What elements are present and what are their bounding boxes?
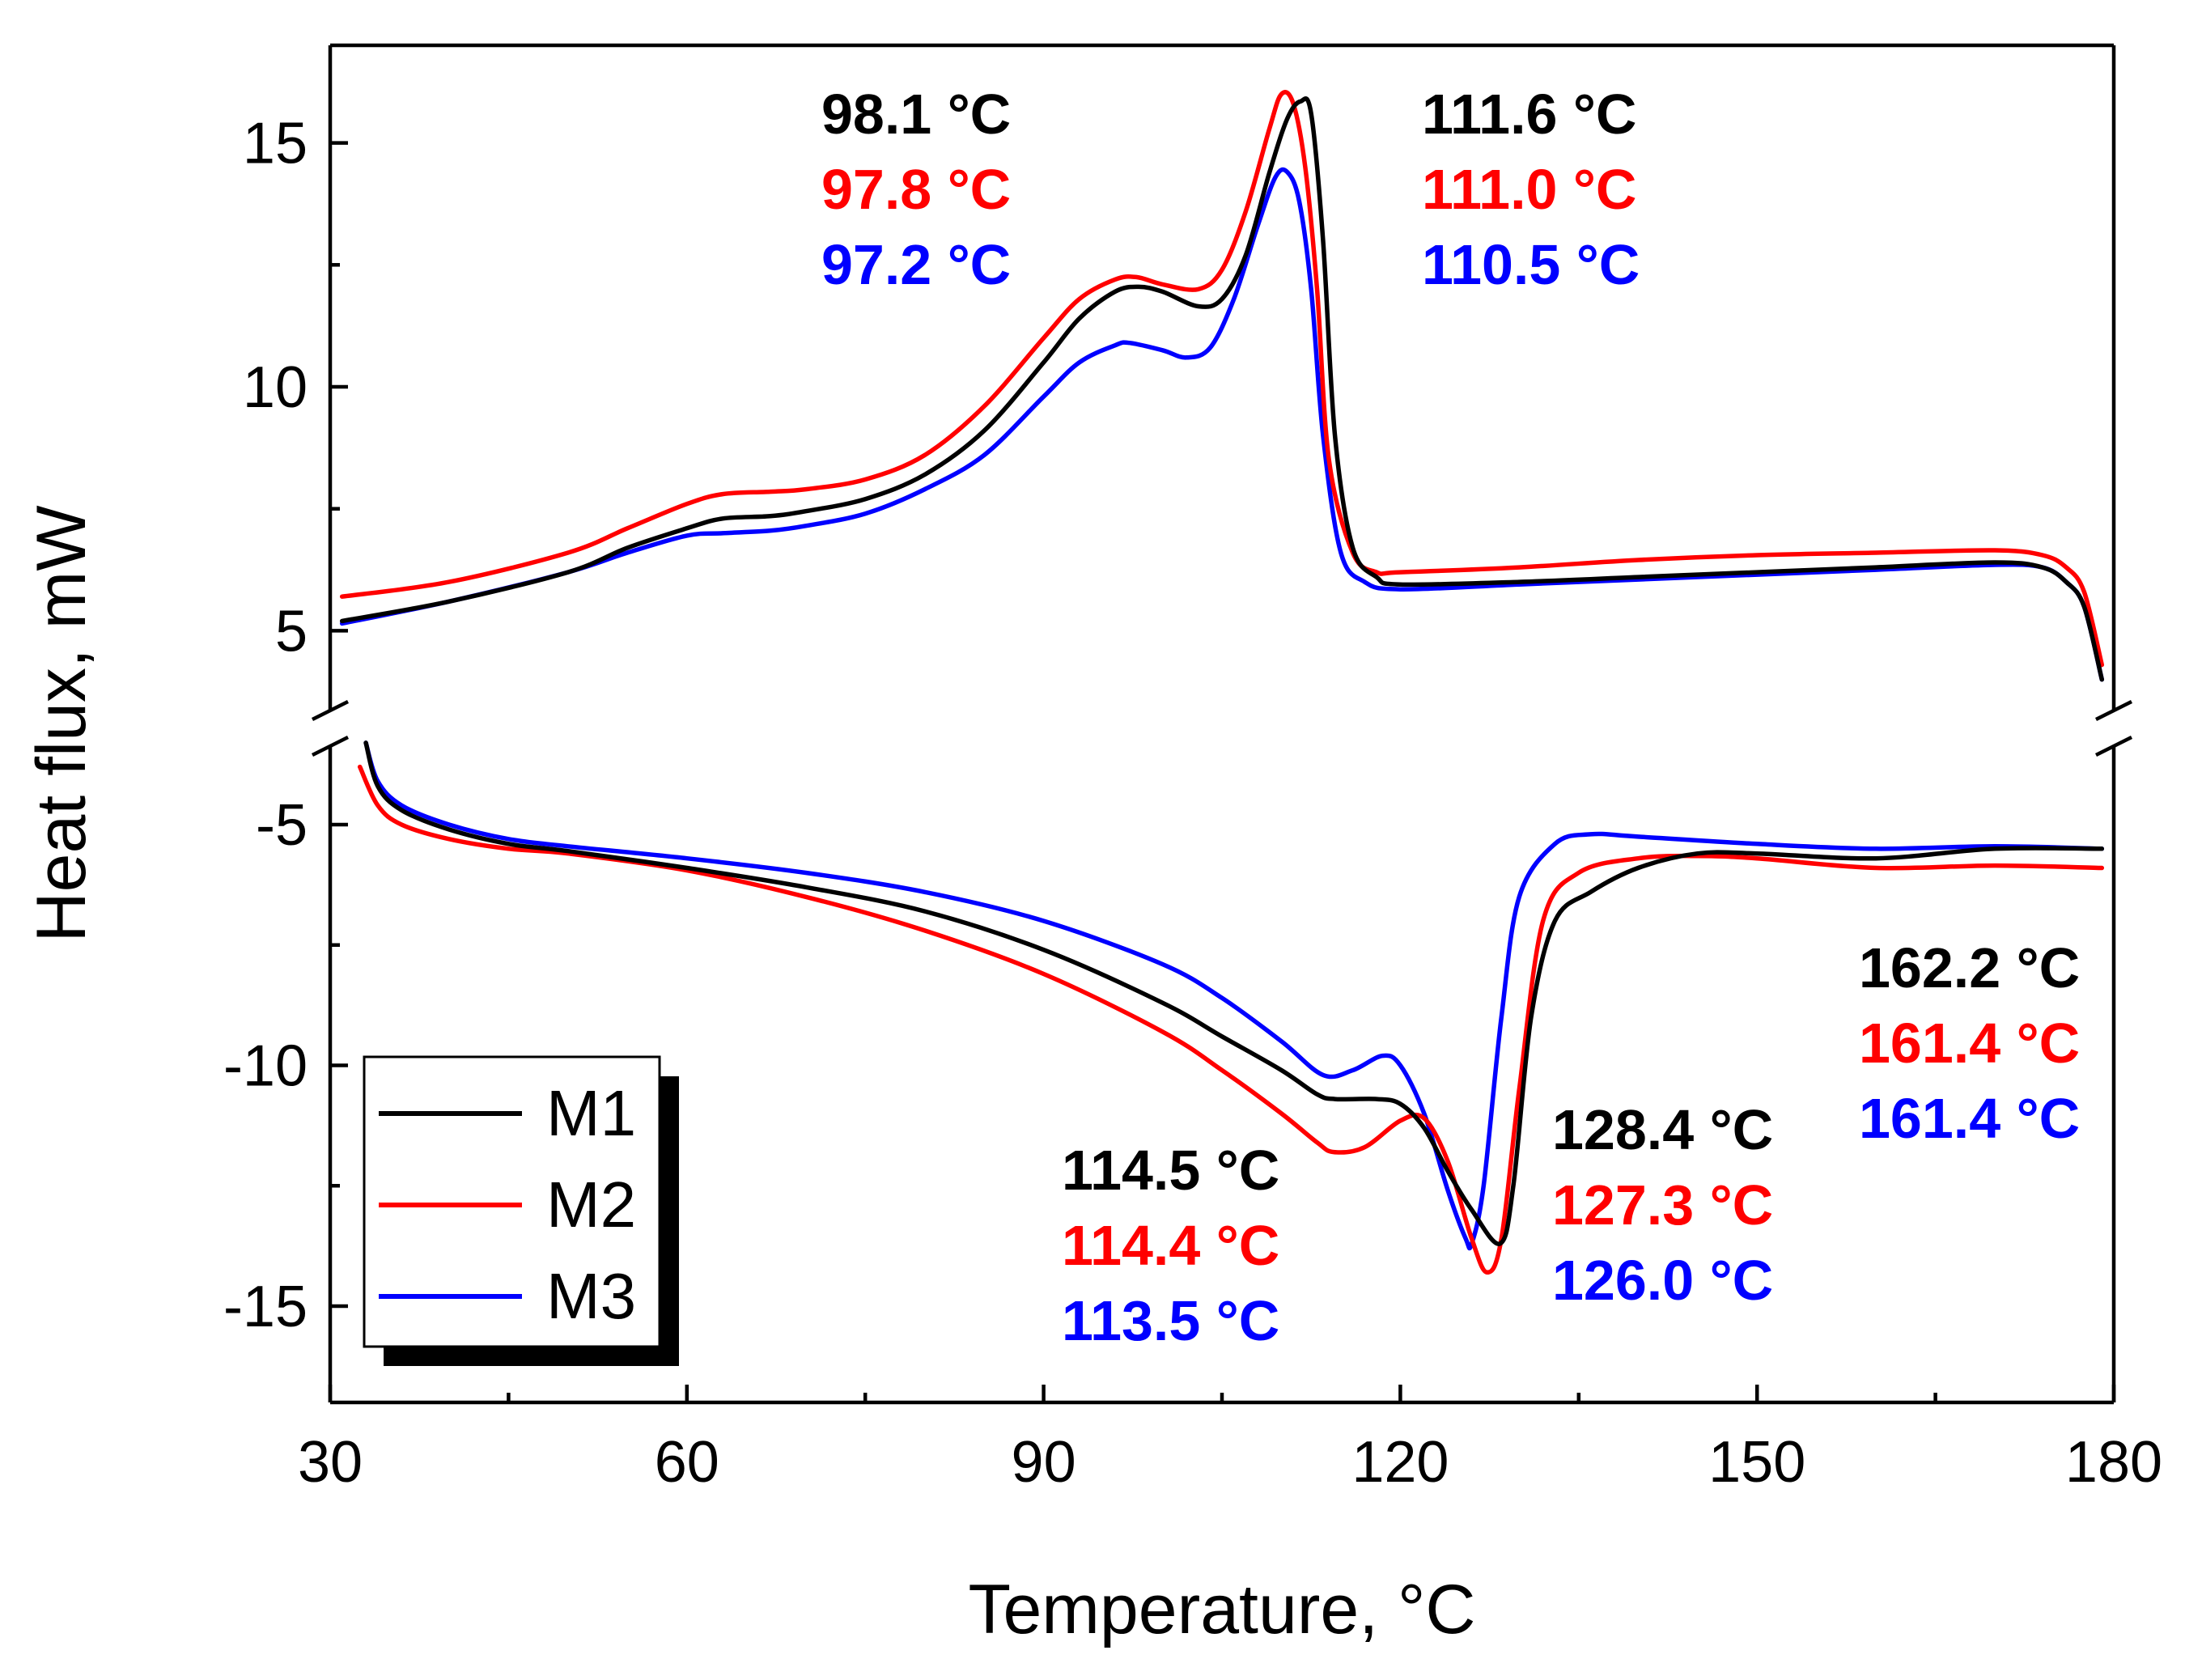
annotation-upper-1-1: 98.1 °C xyxy=(821,83,1011,146)
annotation-upper-1-3: 97.2 °C xyxy=(821,233,1011,296)
x-tick-label: 120 xyxy=(1351,1430,1449,1495)
legend: M1 M2 M3 xyxy=(363,1055,679,1366)
x-tick-label: 60 xyxy=(655,1430,719,1495)
x-tick-label: 180 xyxy=(2065,1430,2162,1495)
y-axis-title: Heat flux, mW xyxy=(23,506,100,943)
y-tick-label: -15 xyxy=(223,1275,308,1339)
annotation-upper-2-2: 111.0 °C xyxy=(1422,158,1636,221)
labels-layer: Temperature, °C Heat flux, mW 98.1 °C 97.8 … xyxy=(23,83,2080,1648)
series-m3-upper xyxy=(339,167,2105,682)
annotation-lower-2-1: 128.4 °C xyxy=(1552,1098,1773,1161)
axis-break-mark xyxy=(2094,699,2133,722)
annotation-lower-1-1: 114.5 °C xyxy=(1062,1139,1279,1202)
annotation-lower-3-3: 161.4 °C xyxy=(1859,1087,2080,1150)
x-axis-title: Temperature, °C xyxy=(968,1571,1475,1648)
curves-layer xyxy=(339,90,2105,1275)
y-tick-label: 15 xyxy=(243,112,308,176)
y-tick-label: 10 xyxy=(243,355,308,420)
axis-break-mark xyxy=(311,735,350,757)
annotation-lower-3-2: 161.4 °C xyxy=(1859,1012,2080,1075)
annotation-upper-1-2: 97.8 °C xyxy=(821,158,1011,221)
annotation-lower-2-3: 126.0 °C xyxy=(1552,1249,1773,1312)
axes-layer: 30 60 90 120 150 180 5 10 15 -5 -10 -15 xyxy=(223,43,2162,1495)
x-tick-label: 150 xyxy=(1708,1430,1805,1495)
annotation-upper-2-1: 111.6 °C xyxy=(1422,83,1636,146)
x-tick-label: 30 xyxy=(298,1430,363,1495)
annotation-lower-1-3: 113.5 °C xyxy=(1062,1289,1279,1352)
y-tick-label: 5 xyxy=(275,599,308,664)
annotation-lower-3-1: 162.2 °C xyxy=(1859,936,2080,999)
annotation-lower-2-2: 127.3 °C xyxy=(1552,1173,1773,1237)
legend-label-m2: M2 xyxy=(546,1169,636,1241)
x-tick-label: 90 xyxy=(1012,1430,1076,1495)
y-tick-label: -5 xyxy=(256,793,308,858)
series-m1-upper xyxy=(339,95,2105,682)
axis-break-mark xyxy=(311,699,350,722)
legend-label-m1: M1 xyxy=(546,1077,636,1149)
series-m2-upper xyxy=(339,90,2105,668)
series-m3-lower xyxy=(363,740,2105,1251)
annotation-upper-2-3: 110.5 °C xyxy=(1422,233,1640,296)
y-tick-label: -10 xyxy=(223,1034,308,1099)
axis-break-mark xyxy=(2094,735,2133,757)
annotation-lower-1-2: 114.4 °C xyxy=(1062,1214,1279,1277)
legend-label-m3: M3 xyxy=(546,1260,636,1332)
series-m1-lower xyxy=(363,740,2105,1246)
